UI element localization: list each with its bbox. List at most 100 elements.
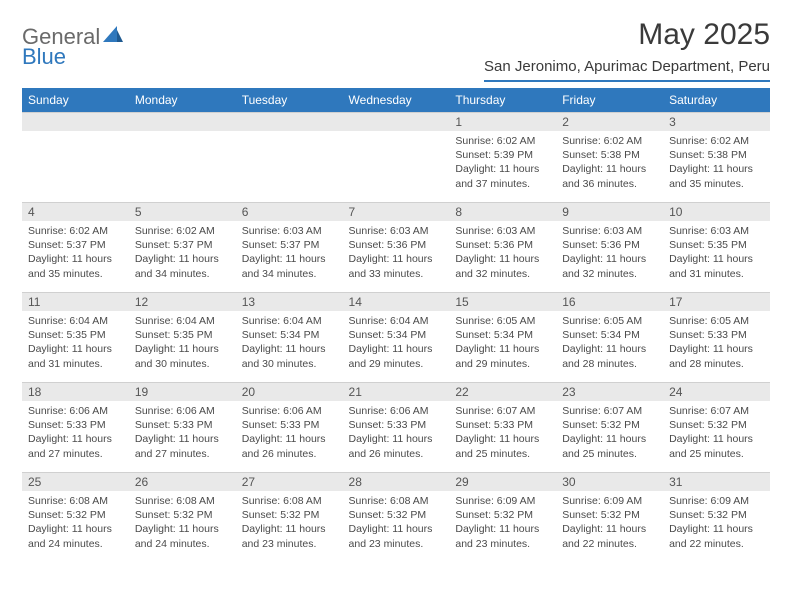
day-number: 15 (449, 293, 556, 311)
calendar-empty-cell (22, 113, 129, 203)
calendar-day-cell: 3Sunrise: 6:02 AMSunset: 5:38 PMDaylight… (663, 113, 770, 203)
day-number: 29 (449, 473, 556, 491)
day-details: Sunrise: 6:08 AMSunset: 5:32 PMDaylight:… (22, 491, 129, 557)
day-number: 4 (22, 203, 129, 221)
day-details: Sunrise: 6:09 AMSunset: 5:32 PMDaylight:… (556, 491, 663, 557)
day-number: 21 (343, 383, 450, 401)
logo-sail-icon (103, 26, 123, 49)
day-number: 11 (22, 293, 129, 311)
calendar-day-cell: 22Sunrise: 6:07 AMSunset: 5:33 PMDayligh… (449, 383, 556, 473)
calendar-day-cell: 20Sunrise: 6:06 AMSunset: 5:33 PMDayligh… (236, 383, 343, 473)
day-details: Sunrise: 6:04 AMSunset: 5:34 PMDaylight:… (236, 311, 343, 377)
day-details: Sunrise: 6:06 AMSunset: 5:33 PMDaylight:… (22, 401, 129, 467)
day-number: 14 (343, 293, 450, 311)
weekday-row: SundayMondayTuesdayWednesdayThursdayFrid… (22, 88, 770, 113)
day-details: Sunrise: 6:08 AMSunset: 5:32 PMDaylight:… (343, 491, 450, 557)
day-details: Sunrise: 6:06 AMSunset: 5:33 PMDaylight:… (343, 401, 450, 467)
calendar-day-cell: 25Sunrise: 6:08 AMSunset: 5:32 PMDayligh… (22, 473, 129, 563)
day-details: Sunrise: 6:02 AMSunset: 5:39 PMDaylight:… (449, 131, 556, 197)
day-details: Sunrise: 6:03 AMSunset: 5:37 PMDaylight:… (236, 221, 343, 287)
day-details: Sunrise: 6:08 AMSunset: 5:32 PMDaylight:… (129, 491, 236, 557)
day-details: Sunrise: 6:02 AMSunset: 5:37 PMDaylight:… (22, 221, 129, 287)
day-number: 16 (556, 293, 663, 311)
day-details: Sunrise: 6:09 AMSunset: 5:32 PMDaylight:… (663, 491, 770, 557)
day-details: Sunrise: 6:05 AMSunset: 5:34 PMDaylight:… (556, 311, 663, 377)
day-details: Sunrise: 6:03 AMSunset: 5:36 PMDaylight:… (343, 221, 450, 287)
day-details: Sunrise: 6:03 AMSunset: 5:36 PMDaylight:… (556, 221, 663, 287)
calendar-day-cell: 11Sunrise: 6:04 AMSunset: 5:35 PMDayligh… (22, 293, 129, 383)
day-number: 5 (129, 203, 236, 221)
day-details: Sunrise: 6:03 AMSunset: 5:36 PMDaylight:… (449, 221, 556, 287)
day-number: 24 (663, 383, 770, 401)
day-number: 23 (556, 383, 663, 401)
day-details: Sunrise: 6:03 AMSunset: 5:35 PMDaylight:… (663, 221, 770, 287)
calendar-body: 1Sunrise: 6:02 AMSunset: 5:39 PMDaylight… (22, 113, 770, 563)
calendar-head: SundayMondayTuesdayWednesdayThursdayFrid… (22, 88, 770, 113)
day-number: 3 (663, 113, 770, 131)
calendar-day-cell: 5Sunrise: 6:02 AMSunset: 5:37 PMDaylight… (129, 203, 236, 293)
calendar-table: SundayMondayTuesdayWednesdayThursdayFrid… (22, 88, 770, 563)
day-details: Sunrise: 6:04 AMSunset: 5:35 PMDaylight:… (129, 311, 236, 377)
calendar-day-cell: 6Sunrise: 6:03 AMSunset: 5:37 PMDaylight… (236, 203, 343, 293)
day-number: 30 (556, 473, 663, 491)
calendar-day-cell: 1Sunrise: 6:02 AMSunset: 5:39 PMDaylight… (449, 113, 556, 203)
day-number: 27 (236, 473, 343, 491)
calendar-day-cell: 19Sunrise: 6:06 AMSunset: 5:33 PMDayligh… (129, 383, 236, 473)
calendar-day-cell: 18Sunrise: 6:06 AMSunset: 5:33 PMDayligh… (22, 383, 129, 473)
weekday-header: Sunday (22, 88, 129, 113)
calendar-day-cell: 2Sunrise: 6:02 AMSunset: 5:38 PMDaylight… (556, 113, 663, 203)
calendar-day-cell: 8Sunrise: 6:03 AMSunset: 5:36 PMDaylight… (449, 203, 556, 293)
calendar-day-cell: 15Sunrise: 6:05 AMSunset: 5:34 PMDayligh… (449, 293, 556, 383)
calendar-day-cell: 10Sunrise: 6:03 AMSunset: 5:35 PMDayligh… (663, 203, 770, 293)
day-number: 2 (556, 113, 663, 131)
calendar-page: General May 2025 San Jeronimo, Apurimac … (0, 0, 792, 563)
day-number: 7 (343, 203, 450, 221)
calendar-week-row: 11Sunrise: 6:04 AMSunset: 5:35 PMDayligh… (22, 293, 770, 383)
day-details: Sunrise: 6:04 AMSunset: 5:34 PMDaylight:… (343, 311, 450, 377)
day-details: Sunrise: 6:02 AMSunset: 5:37 PMDaylight:… (129, 221, 236, 287)
calendar-day-cell: 23Sunrise: 6:07 AMSunset: 5:32 PMDayligh… (556, 383, 663, 473)
calendar-day-cell: 28Sunrise: 6:08 AMSunset: 5:32 PMDayligh… (343, 473, 450, 563)
calendar-day-cell: 14Sunrise: 6:04 AMSunset: 5:34 PMDayligh… (343, 293, 450, 383)
calendar-day-cell: 30Sunrise: 6:09 AMSunset: 5:32 PMDayligh… (556, 473, 663, 563)
day-number: 18 (22, 383, 129, 401)
day-number: 17 (663, 293, 770, 311)
day-number: 19 (129, 383, 236, 401)
title-block: May 2025 San Jeronimo, Apurimac Departme… (484, 18, 770, 82)
day-details: Sunrise: 6:07 AMSunset: 5:32 PMDaylight:… (556, 401, 663, 467)
day-number: 9 (556, 203, 663, 221)
weekday-header: Thursday (449, 88, 556, 113)
day-number: 12 (129, 293, 236, 311)
calendar-day-cell: 4Sunrise: 6:02 AMSunset: 5:37 PMDaylight… (22, 203, 129, 293)
day-details: Sunrise: 6:08 AMSunset: 5:32 PMDaylight:… (236, 491, 343, 557)
day-number: 22 (449, 383, 556, 401)
calendar-week-row: 4Sunrise: 6:02 AMSunset: 5:37 PMDaylight… (22, 203, 770, 293)
calendar-empty-cell (129, 113, 236, 203)
day-number: 28 (343, 473, 450, 491)
day-number: 10 (663, 203, 770, 221)
day-number: 20 (236, 383, 343, 401)
day-details: Sunrise: 6:02 AMSunset: 5:38 PMDaylight:… (556, 131, 663, 197)
calendar-day-cell: 9Sunrise: 6:03 AMSunset: 5:36 PMDaylight… (556, 203, 663, 293)
calendar-day-cell: 21Sunrise: 6:06 AMSunset: 5:33 PMDayligh… (343, 383, 450, 473)
calendar-day-cell: 31Sunrise: 6:09 AMSunset: 5:32 PMDayligh… (663, 473, 770, 563)
calendar-week-row: 18Sunrise: 6:06 AMSunset: 5:33 PMDayligh… (22, 383, 770, 473)
day-number: 26 (129, 473, 236, 491)
day-details: Sunrise: 6:02 AMSunset: 5:38 PMDaylight:… (663, 131, 770, 197)
calendar-week-row: 1Sunrise: 6:02 AMSunset: 5:39 PMDaylight… (22, 113, 770, 203)
day-details: Sunrise: 6:06 AMSunset: 5:33 PMDaylight:… (236, 401, 343, 467)
calendar-day-cell: 24Sunrise: 6:07 AMSunset: 5:32 PMDayligh… (663, 383, 770, 473)
weekday-header: Tuesday (236, 88, 343, 113)
weekday-header: Saturday (663, 88, 770, 113)
calendar-day-cell: 13Sunrise: 6:04 AMSunset: 5:34 PMDayligh… (236, 293, 343, 383)
day-number: 1 (449, 113, 556, 131)
month-title: May 2025 (484, 18, 770, 52)
day-details: Sunrise: 6:07 AMSunset: 5:32 PMDaylight:… (663, 401, 770, 467)
calendar-day-cell: 12Sunrise: 6:04 AMSunset: 5:35 PMDayligh… (129, 293, 236, 383)
day-number: 6 (236, 203, 343, 221)
calendar-day-cell: 26Sunrise: 6:08 AMSunset: 5:32 PMDayligh… (129, 473, 236, 563)
calendar-day-cell: 17Sunrise: 6:05 AMSunset: 5:33 PMDayligh… (663, 293, 770, 383)
location-label: San Jeronimo, Apurimac Department, Peru (484, 58, 770, 82)
calendar-day-cell: 16Sunrise: 6:05 AMSunset: 5:34 PMDayligh… (556, 293, 663, 383)
day-details: Sunrise: 6:06 AMSunset: 5:33 PMDaylight:… (129, 401, 236, 467)
